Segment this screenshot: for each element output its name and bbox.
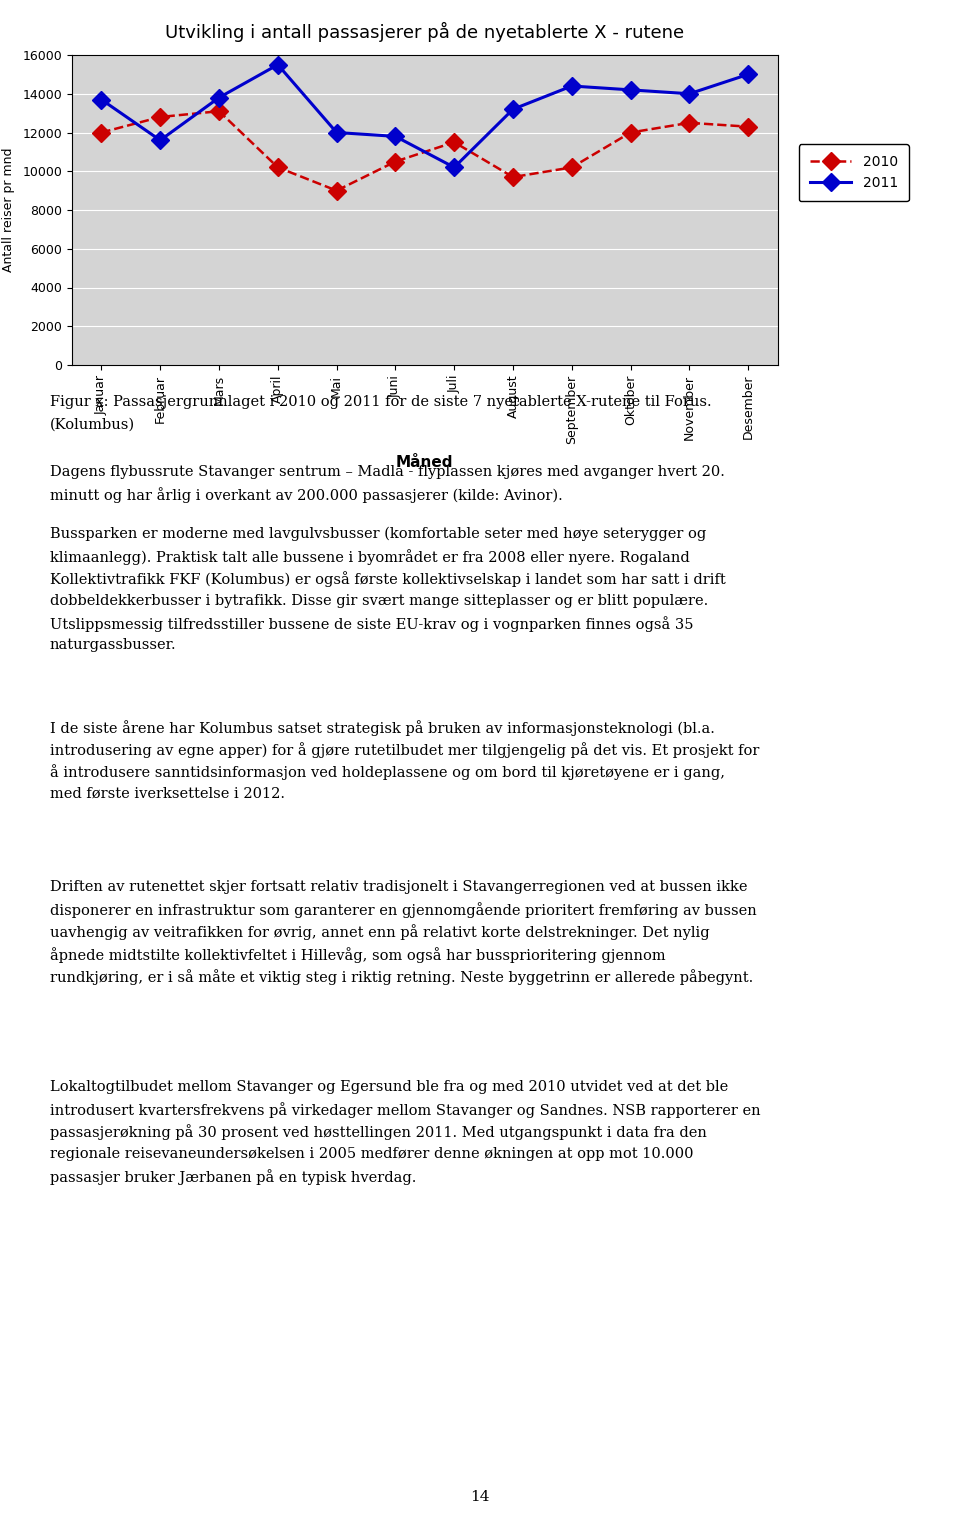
Text: Figur x: Passasjergrunnlaget i 2010 og 2011 for de siste 7 nyetablerte X-rutene : Figur x: Passasjergrunnlaget i 2010 og 2…	[50, 395, 711, 409]
Text: disponerer en infrastruktur som garanterer en gjennomgående prioritert fremførin: disponerer en infrastruktur som garanter…	[50, 902, 756, 918]
Text: Lokaltogtilbudet mellom Stavanger og Egersund ble fra og med 2010 utvidet ved at: Lokaltogtilbudet mellom Stavanger og Ege…	[50, 1081, 729, 1094]
Text: passasjer bruker Jærbanen på en typisk hverdag.: passasjer bruker Jærbanen på en typisk h…	[50, 1170, 417, 1185]
Text: Kollektivtrafikk FKF (Kolumbus) er også første kollektivselskap i landet som har: Kollektivtrafikk FKF (Kolumbus) er også …	[50, 572, 726, 587]
Text: åpnede midtstilte kollektivfeltet i Hillevåg, som også har bussprioritering gjen: åpnede midtstilte kollektivfeltet i Hill…	[50, 947, 665, 962]
Text: naturgassbusser.: naturgassbusser.	[50, 638, 177, 652]
Text: passasjerøkning på 30 prosent ved høsttellingen 2011. Med utgangspunkt i data fr: passasjerøkning på 30 prosent ved høstte…	[50, 1125, 707, 1140]
Y-axis label: Antall reiser pr mnd: Antall reiser pr mnd	[3, 148, 15, 272]
Text: (Kolumbus): (Kolumbus)	[50, 417, 135, 432]
Text: minutt og har årlig i overkant av 200.000 passasjerer (kilde: Avinor).: minutt og har årlig i overkant av 200.00…	[50, 487, 563, 503]
Text: Driften av rutenettet skjer fortsatt relativ tradisjonelt i Stavangerregionen ve: Driften av rutenettet skjer fortsatt rel…	[50, 881, 748, 895]
Text: regionale reisevaneundersøkelsen i 2005 medfører denne økningen at opp mot 10.00: regionale reisevaneundersøkelsen i 2005 …	[50, 1147, 693, 1160]
Text: med første iverksettelse i 2012.: med første iverksettelse i 2012.	[50, 787, 285, 801]
Text: 14: 14	[470, 1489, 490, 1505]
Title: Utvikling i antall passasjerer på de nyetablerte X - rutene: Utvikling i antall passasjerer på de nye…	[165, 22, 684, 43]
Text: Utslippsmessig tilfredsstiller bussene de siste EU-krav og i vognparken finnes o: Utslippsmessig tilfredsstiller bussene d…	[50, 616, 693, 632]
Text: I de siste årene har Kolumbus satset strategisk på bruken av informasjonsteknolo: I de siste årene har Kolumbus satset str…	[50, 719, 715, 736]
Text: uavhengig av veitrafikken for øvrig, annet enn på relativt korte delstrekninger.: uavhengig av veitrafikken for øvrig, ann…	[50, 925, 709, 941]
Text: rundkjøring, er i så måte et viktig steg i riktig retning. Neste byggetrinn er a: rundkjøring, er i så måte et viktig steg…	[50, 970, 754, 985]
Text: å introdusere sanntidsinformasjon ved holdeplassene og om bord til kjøretøyene e: å introdusere sanntidsinformasjon ved ho…	[50, 764, 725, 781]
X-axis label: Måned: Måned	[396, 455, 453, 470]
Text: Bussparken er moderne med lavgulvsbusser (komfortable seter med høye seterygger : Bussparken er moderne med lavgulvsbusser…	[50, 527, 707, 541]
Text: klimaanlegg). Praktisk talt alle bussene i byområdet er fra 2008 eller nyere. Ro: klimaanlegg). Praktisk talt alle bussene…	[50, 549, 689, 566]
Text: introdusert kvartersfrekvens på virkedager mellom Stavanger og Sandnes. NSB rapp: introdusert kvartersfrekvens på virkedag…	[50, 1102, 760, 1117]
Text: dobbeldekkerbusser i bytrafikk. Disse gir svært mange sitteplasser og er blitt p: dobbeldekkerbusser i bytrafikk. Disse gi…	[50, 593, 708, 607]
Text: Dagens flybussrute Stavanger sentrum – Madla - flyplassen kjøres med avganger hv: Dagens flybussrute Stavanger sentrum – M…	[50, 466, 725, 480]
Text: introdusering av egne apper) for å gjøre rutetilbudet mer tilgjengelig på det vi: introdusering av egne apper) for å gjøre…	[50, 742, 759, 758]
Legend: 2010, 2011: 2010, 2011	[799, 144, 909, 201]
